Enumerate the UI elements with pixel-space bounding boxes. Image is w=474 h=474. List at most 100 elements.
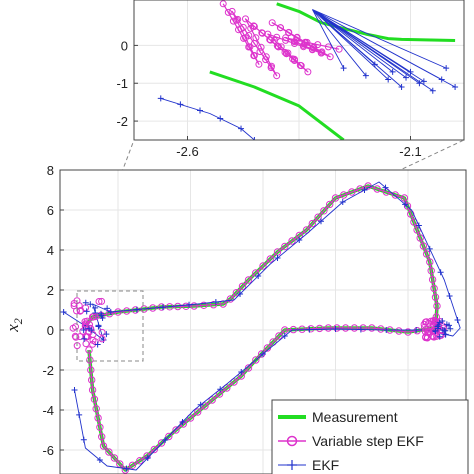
data-point xyxy=(194,408,202,416)
data-point xyxy=(454,317,461,323)
data-point xyxy=(69,324,77,332)
inset-series xyxy=(157,0,459,140)
data-point xyxy=(250,23,258,30)
data-point xyxy=(446,293,453,299)
legend-label-measurement: Measurement xyxy=(312,409,398,425)
data-point xyxy=(452,84,459,91)
data-point xyxy=(262,53,270,61)
data-point xyxy=(98,312,105,319)
data-point xyxy=(257,43,265,51)
data-point xyxy=(413,327,421,335)
data-point xyxy=(252,34,260,42)
data-point xyxy=(197,107,203,114)
series-line-ekf xyxy=(160,97,255,140)
series-ekf xyxy=(157,95,258,140)
data-point xyxy=(252,356,260,364)
data-point xyxy=(82,320,90,328)
data-point xyxy=(201,402,209,410)
data-point xyxy=(430,284,438,293)
data-point xyxy=(94,414,102,422)
data-point xyxy=(238,282,247,290)
data-point xyxy=(96,457,103,463)
data-point xyxy=(110,454,119,462)
data-point xyxy=(60,309,67,315)
data-point xyxy=(284,49,292,57)
data-point xyxy=(245,32,253,39)
series-line-ekf xyxy=(312,9,456,92)
data-point xyxy=(298,325,306,333)
data-point xyxy=(107,309,114,315)
series-measurement xyxy=(209,70,345,140)
data-point xyxy=(123,465,130,472)
data-point xyxy=(116,460,124,468)
data-point xyxy=(267,36,274,44)
y-tick-label: -2 xyxy=(42,363,54,378)
main-series xyxy=(60,181,461,474)
data-point xyxy=(217,115,224,122)
data-point xyxy=(433,302,441,310)
data-point xyxy=(264,30,272,38)
data-point xyxy=(314,41,322,49)
data-point xyxy=(277,43,285,51)
data-point xyxy=(104,305,111,312)
data-point xyxy=(94,341,101,348)
data-point xyxy=(96,423,104,431)
data-point xyxy=(315,324,324,333)
data-point xyxy=(282,36,290,44)
inset-x-ticks: -2.6 -2.1 xyxy=(176,136,422,159)
data-point xyxy=(391,191,399,199)
data-point xyxy=(105,448,113,456)
data-point xyxy=(95,298,103,305)
y-axis-label-base: x xyxy=(3,324,22,333)
data-point xyxy=(228,7,236,15)
data-point xyxy=(98,433,106,441)
data-point xyxy=(425,328,433,335)
data-point xyxy=(308,219,316,228)
main-frame xyxy=(59,169,467,474)
data-point xyxy=(413,327,420,333)
data-point xyxy=(81,318,89,326)
data-point xyxy=(442,331,449,338)
data-point xyxy=(306,326,313,333)
data-point xyxy=(281,48,289,56)
y-tick-label: -4 xyxy=(42,403,54,418)
data-point xyxy=(273,33,281,41)
data-point xyxy=(447,325,454,332)
data-point xyxy=(128,461,137,469)
data-point xyxy=(262,56,270,64)
data-point xyxy=(422,318,430,326)
data-point xyxy=(436,333,443,340)
data-point xyxy=(446,322,453,329)
data-point xyxy=(438,76,445,83)
data-point xyxy=(282,34,290,42)
data-point xyxy=(389,68,396,75)
zoom-box xyxy=(76,290,144,362)
data-point xyxy=(150,445,159,454)
data-point xyxy=(159,304,166,311)
data-point xyxy=(443,65,450,72)
data-point xyxy=(308,45,316,53)
data-point xyxy=(82,340,90,348)
cluster-markers xyxy=(69,297,454,350)
data-point xyxy=(302,226,311,234)
data-point xyxy=(226,295,235,303)
data-point xyxy=(357,326,364,333)
data-point xyxy=(179,419,186,425)
data-point xyxy=(81,335,88,342)
data-point xyxy=(238,369,245,375)
data-point xyxy=(383,327,390,333)
data-point xyxy=(82,299,89,306)
data-point xyxy=(239,23,247,31)
data-point xyxy=(99,442,108,450)
data-point xyxy=(429,333,437,341)
data-point xyxy=(350,324,359,332)
y-tick-label: 2 xyxy=(47,283,54,298)
data-point xyxy=(371,61,378,68)
data-point xyxy=(256,48,264,56)
data-point xyxy=(268,62,275,70)
data-point xyxy=(326,53,334,61)
data-point xyxy=(403,202,412,210)
data-point xyxy=(229,17,237,25)
data-point xyxy=(273,42,281,50)
data-point xyxy=(103,331,110,338)
